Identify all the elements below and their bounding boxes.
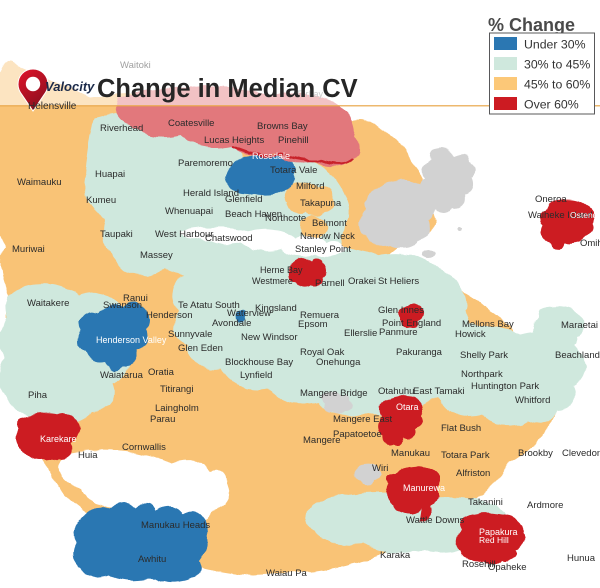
svg-text:Waiau Pa: Waiau Pa — [266, 568, 308, 579]
svg-text:Mangere Bridge: Mangere Bridge — [300, 388, 368, 399]
svg-text:Ardmore: Ardmore — [527, 500, 563, 511]
svg-text:Otara: Otara — [396, 402, 419, 412]
svg-text:Whenuapai: Whenuapai — [165, 206, 213, 217]
svg-text:East Tamaki: East Tamaki — [413, 386, 465, 397]
svg-text:Hunua: Hunua — [567, 553, 596, 564]
svg-text:Shelly Park: Shelly Park — [460, 350, 508, 361]
svg-text:Waimauku: Waimauku — [17, 177, 62, 188]
svg-text:Manukau Heads: Manukau Heads — [141, 520, 210, 531]
svg-text:Taupaki: Taupaki — [100, 229, 133, 240]
svg-text:Browns Bay: Browns Bay — [257, 121, 308, 132]
svg-text:Piha: Piha — [28, 390, 48, 401]
svg-text:Ellerslie: Ellerslie — [344, 328, 377, 339]
svg-text:Coatesville: Coatesville — [168, 118, 214, 129]
svg-text:Awhitu: Awhitu — [138, 554, 166, 565]
svg-text:Huntington Park: Huntington Park — [471, 381, 539, 392]
svg-text:Northcote: Northcote — [265, 213, 306, 224]
svg-text:30% to 45%: 30% to 45% — [524, 58, 590, 72]
svg-text:Flat Bush: Flat Bush — [441, 423, 481, 434]
svg-text:Muriwai: Muriwai — [12, 244, 45, 255]
svg-text:Massey: Massey — [140, 250, 173, 261]
svg-text:Rosedale: Rosedale — [252, 151, 290, 161]
svg-text:Omiha: Omiha — [580, 238, 600, 249]
svg-text:Henderson: Henderson — [146, 310, 192, 321]
svg-text:Epsom: Epsom — [298, 319, 328, 330]
svg-text:Change in Median CV: Change in Median CV — [97, 75, 358, 103]
svg-text:Wiri: Wiri — [372, 463, 388, 474]
svg-text:Karaka: Karaka — [380, 550, 411, 561]
svg-text:Parau: Parau — [150, 414, 175, 425]
svg-text:Oneroa: Oneroa — [535, 194, 567, 205]
svg-text:Ostend: Ostend — [570, 210, 598, 220]
svg-text:Under 30%: Under 30% — [524, 38, 586, 52]
svg-text:Clevedon: Clevedon — [562, 448, 600, 459]
svg-text:Valocity: Valocity — [45, 79, 95, 94]
svg-text:Avondale: Avondale — [212, 318, 251, 329]
svg-text:Stanley Point: Stanley Point — [295, 244, 351, 255]
svg-text:Milford: Milford — [296, 181, 325, 192]
svg-text:Otahuhu: Otahuhu — [378, 386, 414, 397]
svg-text:Kumeu: Kumeu — [86, 195, 116, 206]
svg-text:Glenfield: Glenfield — [225, 194, 263, 205]
svg-text:Mangere: Mangere — [303, 435, 341, 446]
svg-text:Swanson: Swanson — [103, 300, 142, 311]
svg-text:Manurewa: Manurewa — [403, 483, 445, 493]
svg-text:Takapuna: Takapuna — [300, 198, 342, 209]
svg-text:Lynfield: Lynfield — [240, 370, 272, 381]
svg-text:Oratia: Oratia — [148, 367, 175, 378]
svg-text:Northpark: Northpark — [461, 369, 503, 380]
svg-text:Helensville: Helensville — [28, 101, 77, 112]
svg-text:Huapai: Huapai — [95, 169, 125, 180]
svg-text:Glen Innes: Glen Innes — [378, 305, 424, 316]
svg-text:Panmure: Panmure — [379, 327, 418, 338]
svg-text:Lucas Heights: Lucas Heights — [204, 135, 264, 146]
svg-text:Pinehill: Pinehill — [278, 135, 309, 146]
svg-text:Alfriston: Alfriston — [456, 468, 490, 479]
svg-text:Totara Park: Totara Park — [441, 450, 490, 461]
svg-text:Riverhead: Riverhead — [100, 123, 143, 134]
svg-text:Sunnyvale: Sunnyvale — [168, 329, 212, 340]
svg-text:Parnell: Parnell — [315, 278, 345, 289]
svg-text:% Change: % Change — [488, 15, 575, 35]
svg-text:Herne Bay: Herne Bay — [260, 265, 303, 275]
svg-text:St Heliers: St Heliers — [378, 276, 419, 287]
svg-text:Blockhouse Bay: Blockhouse Bay — [225, 357, 293, 368]
svg-text:Maraetai: Maraetai — [561, 320, 598, 331]
svg-text:Over 60%: Over 60% — [524, 98, 579, 112]
svg-text:Titirangi: Titirangi — [160, 384, 193, 395]
svg-text:Red Hill: Red Hill — [479, 535, 509, 545]
svg-text:Mangere East: Mangere East — [333, 414, 393, 425]
svg-text:Wattle Downs: Wattle Downs — [406, 515, 464, 526]
svg-text:Belmont: Belmont — [312, 218, 347, 229]
svg-text:Laingholm: Laingholm — [155, 403, 199, 414]
svg-text:New Windsor: New Windsor — [241, 332, 298, 343]
svg-text:Beachlands: Beachlands — [555, 350, 600, 361]
svg-text:45% to 60%: 45% to 60% — [524, 78, 590, 92]
svg-text:Henderson Valley: Henderson Valley — [96, 335, 167, 345]
svg-text:Brookby: Brookby — [518, 448, 553, 459]
svg-text:Glen Eden: Glen Eden — [178, 343, 223, 354]
svg-text:Howick: Howick — [455, 329, 486, 340]
svg-text:Onehunga: Onehunga — [316, 357, 361, 368]
svg-text:Whitford: Whitford — [515, 395, 550, 406]
svg-text:Totara Vale: Totara Vale — [270, 165, 317, 176]
svg-text:Westmere: Westmere — [252, 276, 293, 286]
svg-text:Cornwallis: Cornwallis — [122, 442, 166, 453]
svg-text:Pakuranga: Pakuranga — [396, 347, 443, 358]
svg-text:Chatswood: Chatswood — [205, 233, 253, 244]
svg-text:Waitakere: Waitakere — [27, 298, 69, 309]
svg-text:Takanini: Takanini — [468, 497, 503, 508]
svg-text:Narrow Neck: Narrow Neck — [300, 231, 355, 242]
svg-text:Kingsland: Kingsland — [255, 303, 297, 314]
svg-text:Orakei: Orakei — [348, 276, 376, 287]
svg-text:Paremoremo: Paremoremo — [178, 158, 233, 169]
svg-text:Waiatarua: Waiatarua — [100, 370, 144, 381]
svg-text:Opaheke: Opaheke — [488, 562, 527, 573]
svg-text:Karekare: Karekare — [40, 434, 77, 444]
svg-text:Manukau: Manukau — [391, 448, 430, 459]
svg-text:Huia: Huia — [78, 450, 98, 461]
